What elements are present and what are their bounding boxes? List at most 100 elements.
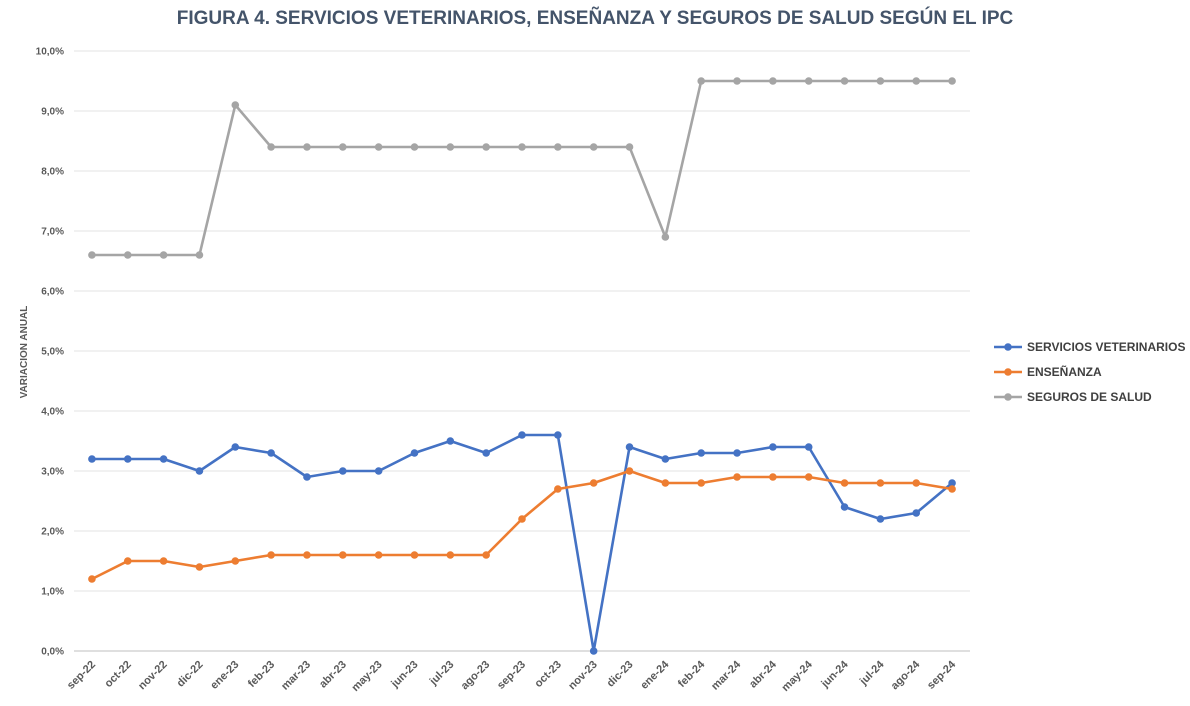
x-tick-label: jul-23 [427,659,457,689]
y-tick-label: 5,0% [41,347,64,358]
data-point [697,449,705,457]
data-point [733,449,741,457]
y-tick-label: 8,0% [41,167,64,178]
data-point [410,551,419,559]
legend-marker [1004,368,1012,376]
legend: SERVICIOS VETERINARIOS ENSEÑANZA SEGUROS D… [994,340,1185,404]
y-tick-label: 9,0% [41,107,64,118]
series-2 [88,77,956,259]
x-tick-label: ago-23 [459,659,493,693]
x-tick-label: may-24 [780,658,816,694]
data-point [625,443,634,451]
data-point [303,473,311,481]
x-tick-label: sep-24 [925,658,959,692]
data-point [518,515,526,523]
data-point [123,455,132,463]
x-tick-label: mar-23 [279,659,313,693]
data-point [339,551,347,559]
data-point [410,143,419,151]
x-tick-label: may-23 [349,659,384,694]
data-point [446,437,455,445]
data-point [589,479,598,487]
data-point [661,479,670,487]
legend-item: SEGUROS DE SALUD [994,390,1152,404]
x-tick-label: abr-23 [317,659,349,691]
x-tick-label: feb-24 [676,658,708,690]
legend-marker [1004,343,1012,351]
y-tick-label: 2,0% [41,527,64,538]
legend-item: SERVICIOS VETERINARIOS [994,340,1185,354]
data-point [195,251,204,259]
data-point [697,77,705,85]
legend-marker [1004,393,1012,401]
x-tick-label: sep-23 [495,659,528,692]
data-point [840,479,849,487]
data-point [948,77,956,85]
data-point [518,143,526,151]
data-point [374,143,383,151]
x-tick-label: ene-23 [208,659,241,692]
data-point [231,557,240,565]
data-point [88,251,96,259]
data-point [303,143,311,151]
data-point [123,557,132,565]
data-point [948,479,956,487]
y-tick-label: 6,0% [41,287,64,298]
data-point [554,485,562,493]
data-point [804,443,813,451]
data-point [912,77,921,85]
data-point [482,143,490,151]
data-point [697,479,705,487]
data-point [840,503,849,511]
data-point [661,233,670,241]
data-point [554,143,562,151]
series-1 [88,467,956,583]
data-point [303,551,311,559]
y-axis-ticks: 0,0% 1,0% 2,0% 3,0% 4,0% 5,0% 6,0% 7,0% 8,0% 9,0%… [36,47,64,658]
x-tick-label: mar-24 [709,658,744,693]
x-tick-label: sep-22 [65,659,98,692]
series-line [91,469,953,581]
legend-label: ENSEÑANZA [1027,364,1102,379]
data-point [88,455,96,463]
data-point [769,77,777,85]
gridlines [74,50,970,652]
data-point [625,143,634,151]
data-point [159,455,168,463]
data-point [661,455,670,463]
data-point [912,479,921,487]
data-point [159,557,168,565]
data-point [518,431,526,439]
series-line [91,79,953,257]
data-point [876,77,885,85]
series-lines [88,77,956,655]
data-point [769,473,777,481]
x-tick-label: oct-22 [102,659,133,690]
legend-label: SERVICIOS VETERINARIOS [1027,340,1185,354]
x-tick-label: jun-23 [388,659,420,691]
data-point [410,449,419,457]
data-point [876,479,885,487]
data-point [374,467,383,475]
x-tick-label: dic-23 [605,659,636,690]
x-tick-label: oct-23 [533,659,564,690]
x-tick-label: abr-24 [747,658,779,690]
data-point [339,143,347,151]
x-tick-label: nov-22 [136,659,170,693]
x-tick-label: ene-24 [638,658,672,692]
data-point [88,575,96,583]
data-point [231,101,240,109]
data-point [446,551,455,559]
data-point [589,647,598,655]
y-tick-label: 4,0% [41,407,64,418]
y-axis-label: VARIACION ANUAL [19,306,30,399]
series-0 [88,431,956,655]
data-point [912,509,921,517]
data-point [339,467,347,475]
x-tick-label: nov-23 [566,659,600,693]
data-point [804,473,813,481]
data-point [446,143,455,151]
y-tick-label: 7,0% [41,227,64,238]
x-tick-label: jul-24 [857,658,887,688]
